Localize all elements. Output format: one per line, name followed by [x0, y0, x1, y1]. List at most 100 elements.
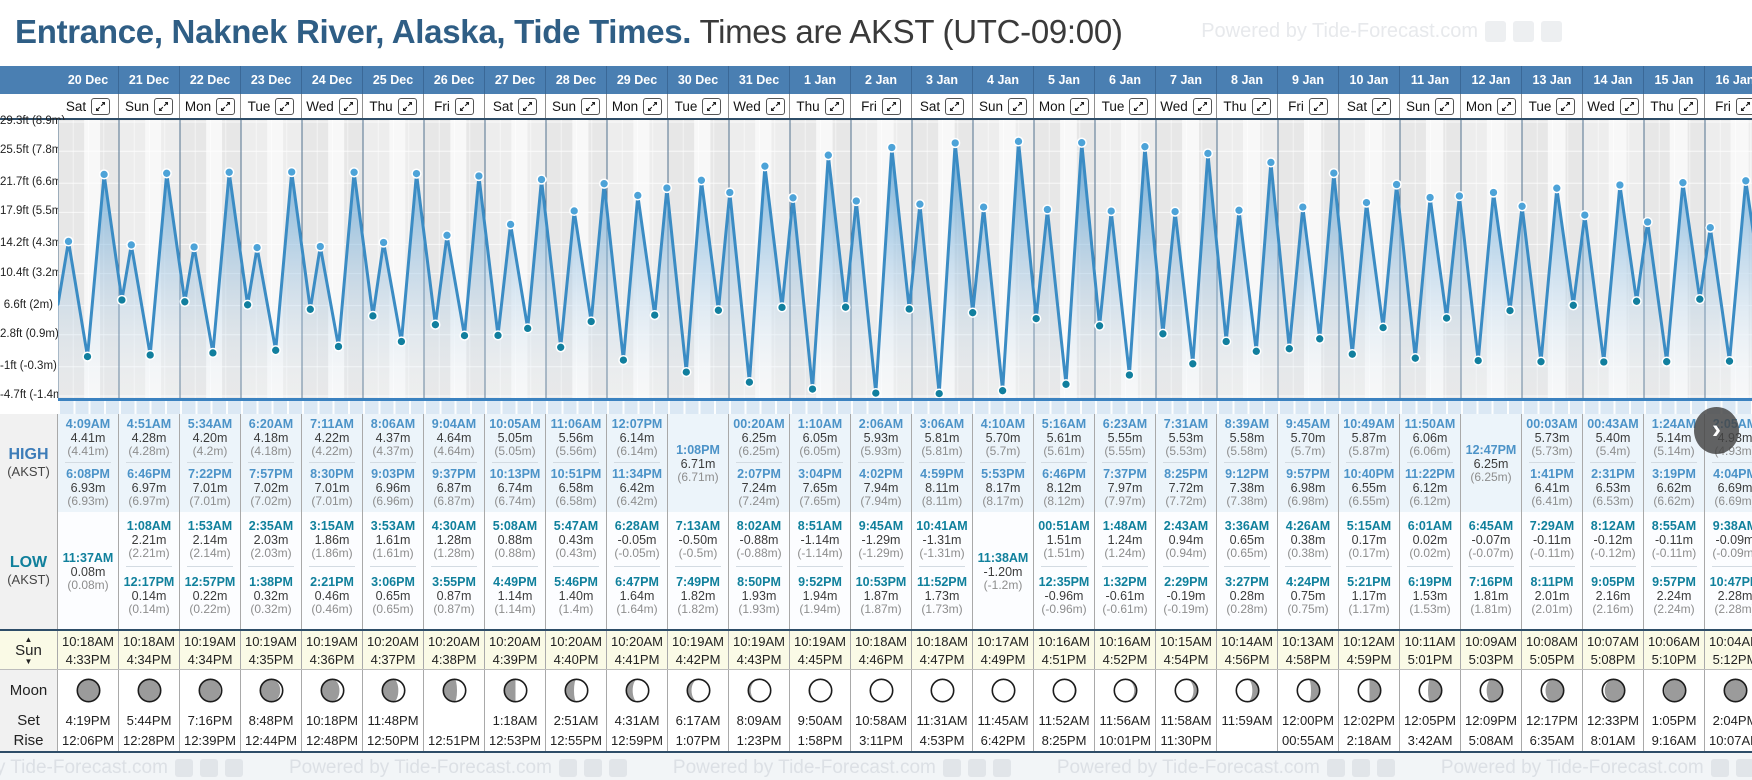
tide-height-datum: (8.17m)	[982, 493, 1024, 508]
tide-height: 6.58m	[558, 480, 594, 495]
tide-height: 1.73m	[924, 588, 960, 603]
moon-phase-icon	[808, 678, 832, 703]
high-tide-cell: 11:06AM 5.56m (5.56m) 10:51PM 6.58m (6.58m)	[546, 414, 607, 512]
moonrise-time: 2:18AM	[1339, 731, 1400, 751]
tide-height-datum: (0.46m)	[311, 601, 353, 616]
moonset-time: 11:48PM	[363, 711, 424, 731]
tide-time: 6:28AM	[614, 519, 660, 533]
social-icon	[558, 758, 577, 777]
tide-time: 5:16AM	[1041, 417, 1087, 431]
tide-height: 7.24m	[741, 480, 777, 495]
moon-phase-icon	[1540, 678, 1564, 703]
date-header-cell: 30 Dec	[668, 66, 729, 94]
tide-time: 9:57PM	[1652, 574, 1696, 589]
tide-time: 11:22PM	[1404, 466, 1456, 481]
expand-day-button[interactable]	[91, 97, 111, 115]
expand-day-button[interactable]	[338, 97, 358, 115]
tide-height: 4.64m	[436, 431, 472, 445]
expand-day-button[interactable]	[824, 97, 844, 115]
date-header-cell: 13 Jan	[1522, 66, 1583, 94]
moonset-time: 12:17PM	[1522, 711, 1583, 731]
expand-icon	[158, 101, 169, 111]
expand-day-button[interactable]	[581, 97, 601, 115]
expand-icon	[1256, 101, 1266, 111]
expand-day-button[interactable]	[1497, 97, 1517, 115]
expand-day-button[interactable]	[1735, 97, 1752, 115]
moonrise-time: 1:23PM	[729, 731, 790, 751]
tide-height-datum: (5.55m)	[1104, 444, 1146, 458]
expand-day-button[interactable]	[154, 97, 174, 115]
weekday-cell: Sun	[119, 94, 180, 118]
tide-time: 8:12AM	[1590, 519, 1636, 533]
tide-height-datum: (5.93m)	[860, 444, 902, 458]
expand-day-button[interactable]	[397, 97, 417, 115]
tide-time: 7:37PM	[1103, 466, 1147, 481]
moon-phase-cell	[302, 670, 363, 711]
moon-label: Moon	[0, 670, 58, 711]
expand-day-button[interactable]	[1678, 97, 1698, 115]
tide-time: 8:50PM	[737, 574, 781, 589]
tide-time: 6:45AM	[1468, 519, 1514, 533]
expand-day-button[interactable]	[518, 97, 538, 115]
tide-time: 7:49PM	[676, 574, 720, 589]
tide-height: 1.40m	[558, 588, 594, 603]
weekday-cell: Fri	[424, 94, 485, 118]
expand-day-button[interactable]	[1251, 97, 1271, 115]
expand-day-button[interactable]	[1372, 97, 1392, 115]
low-tide-cell: 6:01AM 0.02m (0.02m) 6:19PM 1.53m (1.53m)	[1400, 512, 1461, 629]
moonrise-time: 12:59PM	[607, 731, 668, 751]
sun-times-cell: 10:08AM 5:05PM	[1522, 631, 1583, 669]
sunrise-time: 10:07AM	[1586, 633, 1640, 649]
next-dates-button[interactable]: ›	[1694, 407, 1739, 454]
moonset-time: 12:09PM	[1461, 711, 1522, 731]
moon-phase-icon	[1601, 678, 1625, 703]
weekday-label: Mon	[1465, 98, 1493, 114]
tide-height: 1.86m	[314, 533, 350, 547]
expand-day-button[interactable]	[1435, 97, 1455, 115]
expand-day-button[interactable]	[945, 97, 965, 115]
tide-height: 0.94m	[1168, 533, 1204, 547]
watermark-footer-item: Powered by Tide-Forecast.com	[0, 757, 243, 779]
moon-phase-cell	[607, 670, 668, 711]
low-tide-cell: 11:37AM 0.08m (0.08m)	[58, 512, 119, 629]
expand-day-button[interactable]	[1070, 97, 1090, 115]
tide-height-datum: (1.61m)	[372, 546, 414, 560]
high-tide-cell: 12:07PM 6.14m (6.14m) 11:34PM 6.42m (6.42m)	[607, 414, 668, 512]
sunrise-time: 10:16AM	[1037, 633, 1091, 649]
date-header-cell: 2 Jan	[851, 66, 912, 94]
tide-time: 10:51PM	[550, 466, 602, 481]
sunrise-time: 10:08AM	[1525, 633, 1579, 649]
expand-day-button[interactable]	[702, 97, 722, 115]
expand-day-button[interactable]	[1308, 97, 1328, 115]
expand-day-button[interactable]	[1192, 97, 1212, 115]
expand-day-button[interactable]	[1619, 97, 1639, 115]
expand-day-button[interactable]	[1556, 97, 1576, 115]
weekday-cell: Wed	[302, 94, 363, 118]
date-header-cell: 31 Dec	[729, 66, 790, 94]
expand-day-button[interactable]	[454, 97, 474, 115]
moon-phase-cell	[912, 670, 973, 711]
moonset-time: 11:31AM	[912, 711, 973, 731]
expand-day-button[interactable]	[216, 97, 236, 115]
expand-day-button[interactable]	[765, 97, 785, 115]
tide-height-datum: (2.21m)	[128, 546, 170, 560]
moon-phase-cell	[546, 670, 607, 711]
moon-phase-icon	[1235, 678, 1259, 703]
tide-height-datum: (1.4m)	[558, 601, 594, 616]
sunset-time: 4:49PM	[980, 651, 1026, 667]
sunrise-time: 10:12AM	[1342, 633, 1396, 649]
moon-phase-cell	[1644, 670, 1705, 711]
expand-day-button[interactable]	[881, 97, 901, 115]
expand-day-button[interactable]	[1008, 97, 1028, 115]
tide-height-datum: (7.01m)	[311, 493, 353, 508]
expand-day-button[interactable]	[1129, 97, 1149, 115]
moon-phase-icon	[137, 678, 161, 703]
tide-time: 7:22PM	[188, 466, 232, 481]
tide-height-datum: (7.65m)	[799, 493, 841, 508]
tide-time: 5:34AM	[187, 417, 233, 431]
expand-day-button[interactable]	[643, 97, 663, 115]
tide-height-datum: (0.94m)	[1165, 546, 1207, 560]
weekday-cell: Fri	[1705, 94, 1752, 118]
moon-phase-cell	[180, 670, 241, 711]
expand-day-button[interactable]	[275, 97, 295, 115]
